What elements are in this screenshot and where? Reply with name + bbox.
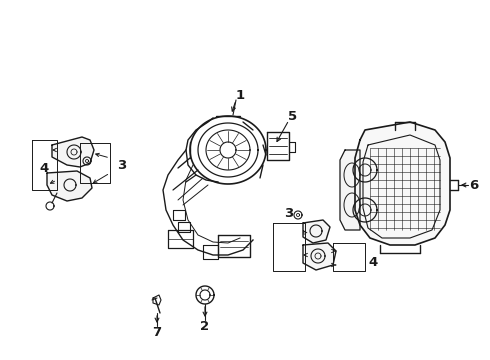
Text: 7: 7 [152,327,162,339]
Polygon shape [47,171,92,201]
Polygon shape [303,243,336,270]
Text: 2: 2 [200,320,210,333]
Text: 3: 3 [118,158,126,171]
Polygon shape [52,137,94,167]
Text: 3: 3 [284,207,294,220]
Text: 5: 5 [289,109,297,122]
Text: 4: 4 [368,256,378,270]
Polygon shape [303,220,330,243]
Text: 1: 1 [235,89,245,102]
Polygon shape [355,122,450,245]
Text: 4: 4 [39,162,49,175]
Text: 6: 6 [469,179,479,192]
Polygon shape [340,150,360,230]
